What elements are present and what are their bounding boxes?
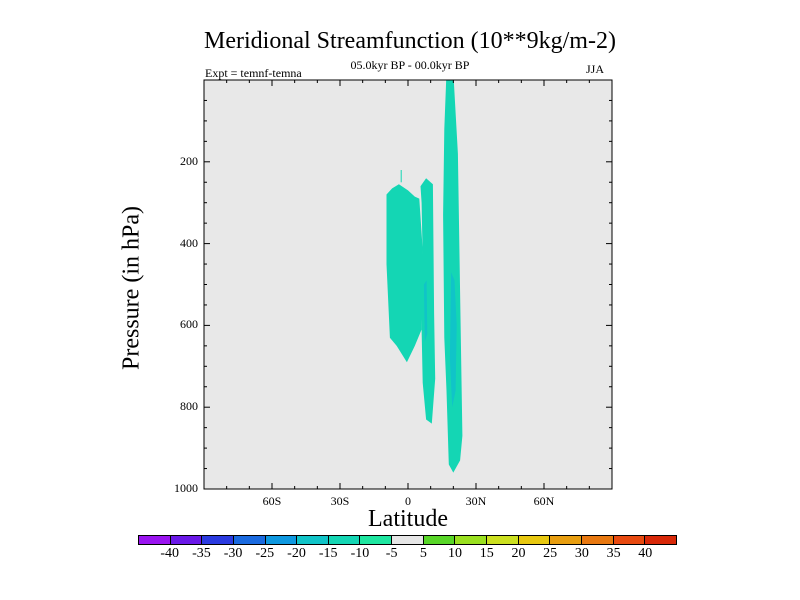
chart-title: Meridional Streamfunction (10**9kg/m-2) [204,28,616,54]
plot-frame [203,79,613,490]
time-range-label: 05.0kyr BP - 00.0kyr BP [350,58,470,72]
tropical-core-center [423,280,428,342]
tropical-cell-west [386,184,424,363]
tropical-spike [400,170,402,183]
colorbar-level-label: 35 [606,546,621,561]
x-tick-label: 60N [533,494,555,508]
colorbar-level-label: 15 [479,546,494,561]
colorbar-swatch [297,536,329,544]
x-tick-label: 30N [465,494,487,508]
colorbar-swatch [170,536,203,544]
colorbar-level-label: -15 [318,546,338,561]
colorbar-level-label: 5 [419,546,427,561]
x-tick-label: 0 [405,494,411,508]
colorbar-swatch [613,536,646,544]
colorbar-swatch [139,536,171,544]
colorbar-swatch [581,536,614,544]
colorbar-level-label: 10 [448,546,463,561]
colorbar-level-label: -5 [385,546,398,561]
colorbar-swatch [518,536,551,544]
colorbar-level-label: 20 [511,546,526,561]
colorbar-level-label: -25 [255,546,275,561]
colorbar-level-label: 30 [574,546,589,561]
colorbar-swatch [392,536,424,544]
tropical-core-east [449,272,457,408]
colorbar-swatch [233,536,266,544]
colorbar-level-label: -35 [192,546,211,561]
colorbar-level-label: -20 [287,546,306,561]
x-axis-label: Latitude [368,506,448,532]
season-label: JJA [586,62,605,76]
y-tick-label: 800 [180,399,198,414]
colorbar-level-label: -40 [160,546,180,561]
colorbar-swatch [487,536,519,544]
x-tick-label: 60S [262,494,282,508]
contour-regions [386,80,463,473]
colorbar-swatch [645,536,676,544]
colorbar-level-label: 25 [543,546,558,561]
colorbar [138,535,677,545]
y-tick-label: 1000 [174,481,198,495]
colorbar-level-label: 40 [638,546,653,561]
y-tick-label: 400 [180,235,198,250]
y-tick-label: 600 [180,317,198,332]
colorbar-level-label: -30 [223,546,243,561]
tropical-cell-center [420,178,436,424]
colorbar-swatch [360,536,393,544]
experiment-label: Expt = temnf-temna [205,66,302,80]
y-tick-label: 200 [180,153,198,168]
colorbar-swatch [265,536,298,544]
colorbar-swatch [202,536,234,544]
colorbar-swatch [328,536,361,544]
x-tick-label: 30S [330,494,350,508]
colorbar-level-label: -10 [350,546,370,561]
colorbar-swatch [455,536,488,544]
colorbar-swatch [550,536,582,544]
colorbar-swatch [423,536,456,544]
